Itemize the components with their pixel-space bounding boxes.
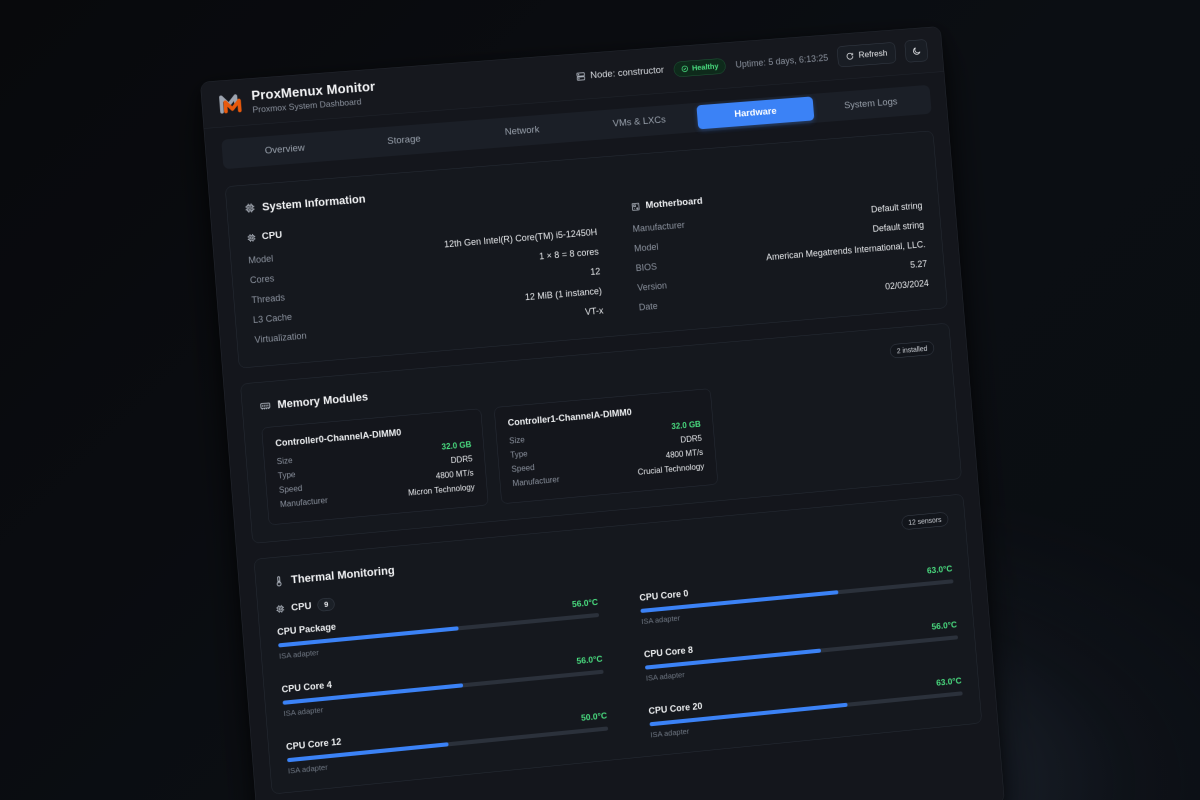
- temp-value: 63.0°C: [935, 675, 962, 688]
- temp-value: 56.0°C: [576, 653, 603, 666]
- temp-value: 56.0°C: [931, 619, 958, 632]
- dashboard-window: ProxMenux Monitor Proxmox System Dashboa…: [200, 26, 1005, 800]
- cpu-chip-icon: [275, 604, 285, 615]
- memory-modules-card: Memory Modules 2 installed Controller0-C…: [240, 322, 962, 544]
- cpu-chip-icon: [245, 203, 255, 213]
- header: ProxMenux Monitor Proxmox System Dashboa…: [200, 26, 944, 129]
- sensor-row: CPU Core 12 50.0°C ISA adapter: [285, 710, 609, 776]
- server-icon: [576, 71, 587, 82]
- proxmenux-logo-icon: [219, 94, 242, 114]
- cpu-sensor-count-badge: 9: [317, 597, 336, 612]
- memory-module-card: Controller0-ChannelA-DIMM0 Size 32.0 GB T…: [261, 408, 489, 526]
- sensor-row: CPU Core 20 63.0°C ISA adapter: [648, 675, 963, 740]
- system-information-card: System Information CPU Model 12th Gen Int…: [224, 130, 948, 369]
- motherboard-info-column: Motherboard Manufacturer Default string M…: [630, 175, 929, 317]
- memory-module-card: Controller1-ChannelA-DIMM0 Size 32.0 GB T…: [494, 388, 718, 505]
- motherboard-icon: [630, 201, 640, 211]
- thermal-monitoring-title: Thermal Monitoring: [273, 564, 395, 589]
- temp-value: 50.0°C: [580, 710, 608, 723]
- memory-icon: [259, 402, 271, 410]
- installed-count-badge: 2 installed: [889, 340, 935, 359]
- theme-toggle-button[interactable]: [904, 39, 929, 63]
- system-information-title: System Information: [244, 192, 366, 215]
- thermal-monitoring-card: Thermal Monitoring 12 sensors CPU 9 CPU …: [253, 493, 983, 795]
- memory-modules-title: Memory Modules: [259, 390, 368, 413]
- content: System Information CPU Model 12th Gen Int…: [207, 112, 999, 800]
- node-indicator: Node: constructor: [576, 65, 665, 83]
- memory-grid-spacer: [723, 369, 944, 484]
- check-circle-icon: [681, 65, 689, 73]
- header-right: Node: constructor Healthy Uptime: 5 days…: [575, 39, 929, 88]
- health-badge: Healthy: [673, 57, 727, 78]
- cpu-info-column: CPU Model 12th Gen Intel(R) Core(TM) i5-1…: [246, 201, 604, 350]
- brand: ProxMenux Monitor Proxmox System Dashboa…: [216, 78, 376, 117]
- sensor-row: CPU Core 8 56.0°C ISA adapter: [643, 619, 959, 683]
- cpu-subheader: CPU: [246, 204, 595, 243]
- sensor-row: CPU Core 4 56.0°C ISA adapter: [281, 653, 604, 719]
- node-label: Node: constructor: [589, 64, 665, 81]
- sensor-count-badge: 12 sensors: [900, 511, 949, 531]
- refresh-button[interactable]: Refresh: [836, 42, 897, 68]
- temp-value: 56.0°C: [571, 596, 599, 610]
- uptime-label: Uptime: 5 days, 6:13:25: [735, 52, 829, 70]
- moon-icon: [911, 46, 921, 56]
- thermometer-icon: [273, 575, 285, 587]
- refresh-icon: [846, 51, 855, 60]
- temp-value: 63.0°C: [926, 563, 953, 576]
- cpu-chip-icon: [247, 233, 256, 242]
